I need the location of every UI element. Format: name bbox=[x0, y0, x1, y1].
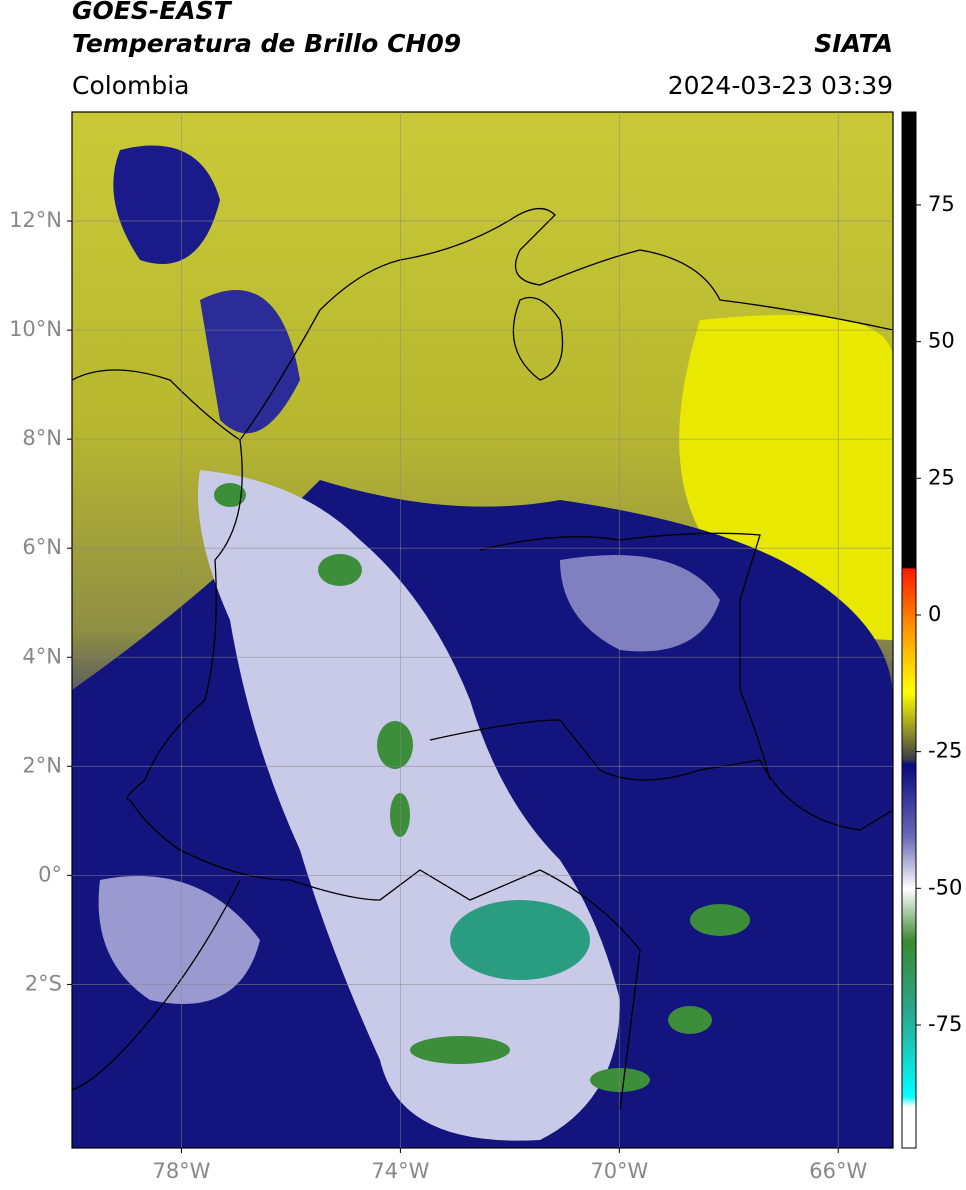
colorbar-tick-label: 50 bbox=[928, 329, 955, 353]
convective-cells bbox=[214, 483, 750, 1092]
x-tick-label: 66°W bbox=[809, 1159, 867, 1183]
x-tick-label: 78°W bbox=[152, 1159, 210, 1183]
colorbar-tick-label: 0 bbox=[928, 602, 941, 626]
colorbar bbox=[901, 111, 917, 1149]
y-tick-label: 12°N bbox=[9, 208, 62, 232]
x-tick-label: 70°W bbox=[590, 1159, 648, 1183]
subtitle: Temperatura de Brillo CH09 bbox=[72, 29, 461, 58]
y-tick-label: 8°N bbox=[22, 426, 62, 450]
coastlines-borders bbox=[72, 208, 893, 1111]
y-tick-label: 2°N bbox=[22, 753, 62, 777]
colorbar-tick-label: -50 bbox=[928, 875, 962, 899]
region: Colombia bbox=[72, 71, 189, 100]
y-tick-label: 10°N bbox=[9, 317, 62, 341]
colorbar-tick-label: 75 bbox=[928, 192, 955, 216]
x-tick-label: 74°W bbox=[371, 1159, 429, 1183]
satellite-image bbox=[72, 112, 893, 1148]
datetime: 2024-03-23 03:39 bbox=[668, 71, 893, 100]
title: GOES-EAST bbox=[72, 0, 233, 25]
colorbar-tick-label: -25 bbox=[928, 739, 962, 763]
source: SIATA bbox=[814, 29, 893, 58]
colorbar-tick-label: 25 bbox=[928, 465, 955, 489]
map-frame bbox=[71, 111, 894, 1149]
y-tick-label: 2°S bbox=[25, 971, 62, 995]
y-tick-label: 4°N bbox=[22, 644, 62, 668]
y-tick-label: 6°N bbox=[22, 535, 62, 559]
graticule bbox=[72, 112, 893, 1148]
y-tick-label: 0° bbox=[38, 862, 62, 886]
colorbar-tick-label: -75 bbox=[928, 1012, 962, 1036]
